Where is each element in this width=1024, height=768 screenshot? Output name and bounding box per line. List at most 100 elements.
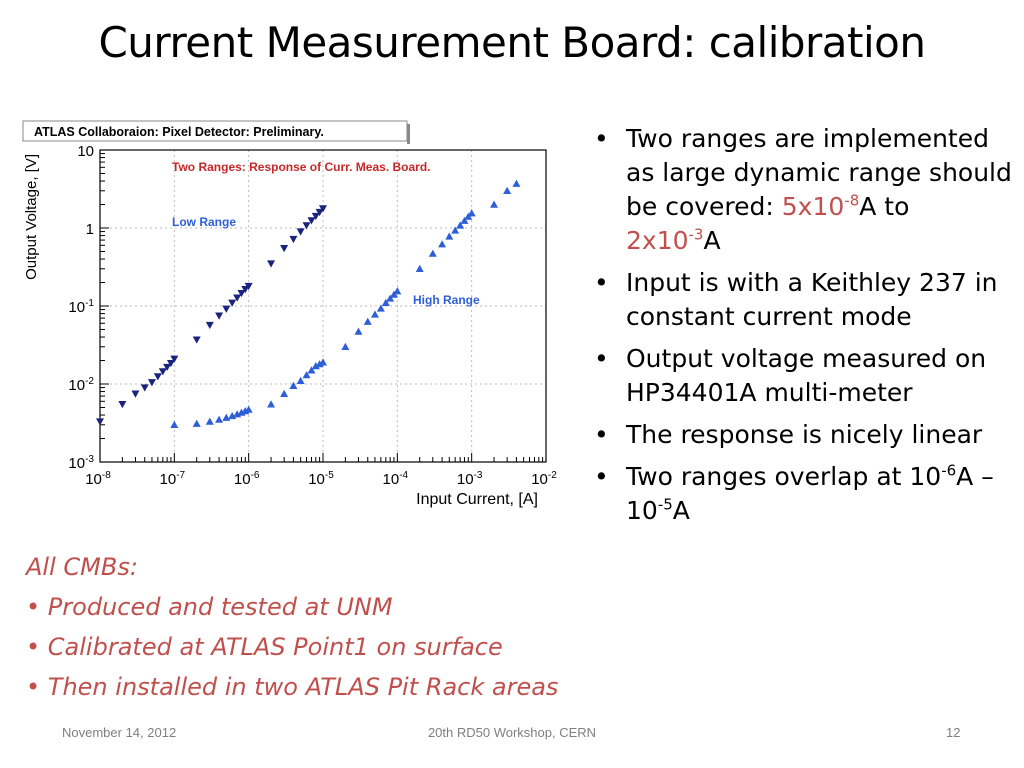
high-range-point — [319, 358, 327, 366]
high-range-point — [467, 209, 476, 217]
high-range-point — [354, 327, 363, 335]
high-range-point — [244, 405, 253, 413]
high-range-point — [438, 240, 447, 248]
low-range-point — [96, 418, 104, 426]
range-min-exponent: -8 — [844, 191, 860, 210]
low-range-point — [118, 401, 127, 409]
high-range-point — [311, 362, 320, 370]
low-range-point — [163, 363, 172, 372]
low-range-point — [192, 336, 201, 344]
notes-item-text: Produced and tested at UNM — [47, 593, 393, 621]
y-tick-label: 10-1 — [68, 298, 94, 316]
x-tick-label: 10-4 — [383, 470, 409, 488]
low-range-point — [153, 373, 162, 381]
low-range-point — [170, 355, 179, 363]
bullet-item: Two ranges are implemented as large dyna… — [588, 122, 1018, 258]
high-range-point — [490, 200, 499, 208]
high-range-point — [307, 366, 316, 374]
bullet-text: A — [703, 226, 721, 255]
legend-low-range: Low Range — [172, 215, 236, 229]
high-range-point — [315, 360, 324, 368]
bullet-text: The response is nicely linear — [626, 420, 983, 449]
low-range-point — [233, 294, 242, 302]
y-tick-label: 10-2 — [68, 376, 94, 394]
overlap-exponent: -6 — [941, 461, 957, 480]
high-range-point — [428, 249, 437, 257]
calibration-chart: 10-8 10-7 10-6 10-5 10-4 10-3 10-2 10-3 10-2 10-1… — [14, 116, 574, 516]
high-range-point — [192, 419, 201, 427]
high-range-point — [170, 420, 179, 428]
range-max-value: 2x10 — [626, 226, 689, 255]
high-range-point — [415, 264, 424, 272]
x-axis-label: Input Current, [A] — [416, 491, 538, 508]
footer-date: November 14, 2012 — [62, 725, 177, 740]
low-range-point — [311, 212, 320, 221]
x-tick-label: 10-5 — [308, 470, 334, 488]
low-range-point — [296, 228, 305, 236]
y-tick-label: 10 — [77, 143, 94, 160]
y-tick-label: 10-3 — [68, 454, 94, 472]
high-range-point — [393, 287, 402, 295]
low-range-point — [241, 286, 250, 294]
low-range-point — [280, 245, 289, 253]
high-range-point — [341, 342, 350, 350]
high-range-point — [512, 179, 521, 187]
x-tick-label: 10-3 — [457, 470, 483, 488]
low-range-point — [267, 260, 276, 268]
footer-center: 20th RD50 Workshop, CERN — [427, 725, 597, 740]
high-range-point — [445, 232, 454, 240]
chart-title: ATLAS Collaboraion: Pixel Detector: Prel… — [34, 125, 324, 139]
notes-item: • Then installed in two ATLAS Pit Rack a… — [26, 673, 559, 701]
high-range-point — [215, 415, 224, 423]
low-range-point — [205, 321, 214, 330]
high-range-point — [363, 317, 372, 325]
notes-heading: All CMBs: — [26, 553, 138, 581]
label-layer: 10-8 10-7 10-6 10-5 10-4 10-3 10-2 10-3 10-2 10-1… — [68, 143, 557, 488]
points-layer — [96, 179, 521, 428]
high-range-point — [376, 304, 385, 312]
high-range-point — [267, 400, 276, 408]
x-tick-label: 10-7 — [160, 470, 186, 488]
low-range-point — [289, 235, 298, 244]
overlap-exponent: -5 — [657, 495, 673, 514]
low-range-point — [215, 312, 224, 320]
high-range-point — [460, 216, 469, 224]
chart-svg: 10-8 10-7 10-6 10-5 10-4 10-3 10-2 10-3 10-2 10-1… — [14, 116, 574, 516]
bullet-item: Output voltage measured on HP34401A mult… — [588, 342, 1018, 410]
footer-page-number: 12 — [946, 725, 961, 740]
high-range-point — [280, 389, 289, 397]
bullet-item: The response is nicely linear — [588, 418, 1018, 452]
high-range-point — [451, 226, 460, 234]
notes-block: All CMBs: • Produced and tested at UNM •… — [26, 547, 558, 707]
bullet-text: A – 10 — [626, 462, 994, 525]
high-range-point — [503, 186, 512, 194]
high-range-point — [456, 221, 465, 229]
low-range-point — [222, 305, 231, 313]
x-tick-label: 10-6 — [234, 470, 260, 488]
notes-item-text: Calibrated at ATLAS Point1 on surface — [47, 633, 503, 661]
range-max-exponent: -3 — [688, 225, 704, 244]
low-range-point — [166, 359, 175, 368]
high-range-point — [296, 376, 305, 384]
notes-item-text: Then installed in two ATLAS Pit Rack are… — [47, 673, 559, 701]
chart-background — [14, 116, 574, 516]
x-tick-label: 10-2 — [531, 470, 557, 488]
low-range-point — [228, 299, 237, 307]
bullet-text: Two ranges are implemented as large dyna… — [626, 124, 1012, 221]
bullet-text: Output voltage measured on HP34401A mult… — [626, 344, 987, 407]
low-range-point — [237, 289, 246, 298]
high-range-point — [205, 417, 214, 425]
low-range-point — [319, 205, 327, 213]
chart-title-shadow — [407, 124, 410, 144]
high-range-point — [370, 310, 379, 318]
range-min-value: 5x10 — [781, 192, 845, 221]
high-range-point — [381, 298, 390, 306]
low-range-point — [302, 222, 311, 230]
low-range-point — [140, 384, 149, 392]
y-axis-label: Output Voltage, [V] — [23, 154, 40, 280]
bullet-text: Two ranges overlap at 10 — [626, 462, 942, 491]
high-range-point — [386, 294, 395, 302]
notes-item: • Produced and tested at UNM — [26, 593, 393, 621]
y-tick-label: 1 — [86, 221, 94, 238]
low-range-point — [158, 368, 167, 376]
